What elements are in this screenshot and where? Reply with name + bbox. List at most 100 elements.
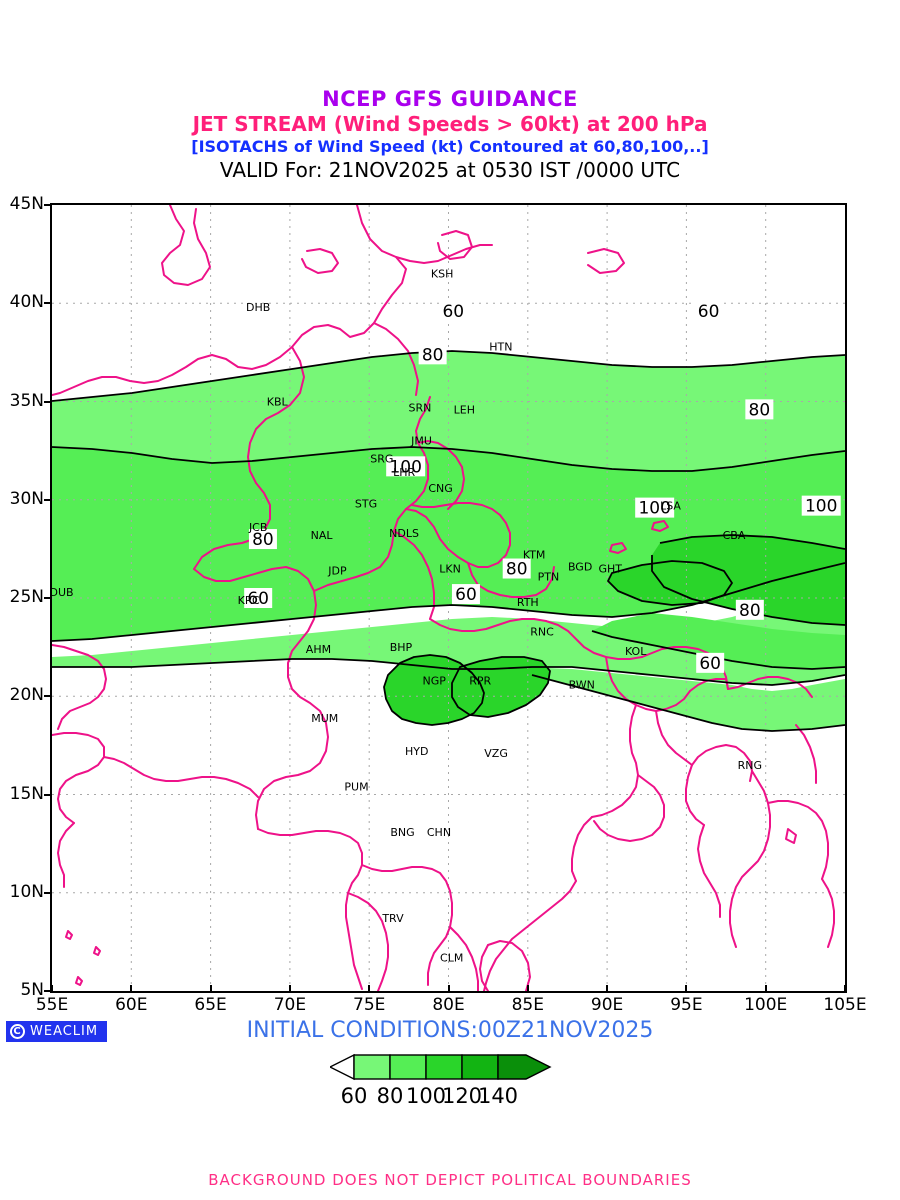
x-axis-tick bbox=[844, 985, 846, 993]
contour-label: 100 bbox=[386, 456, 426, 477]
weaclim-label: WEACLIM bbox=[30, 1024, 99, 1039]
city-label: PUM bbox=[344, 781, 368, 794]
x-axis-tick bbox=[447, 985, 450, 993]
weaclim-badge: C WEACLIM bbox=[6, 1021, 107, 1042]
map-plot-area: 60 60 80 80 100 100 100 80 80 60 60 80 60 KSH DHB HTN K… bbox=[50, 203, 847, 993]
city-label: LKN bbox=[439, 562, 461, 575]
city-label: AHM bbox=[306, 643, 331, 656]
y-axis-tick-label: 15N bbox=[9, 783, 44, 804]
city-label: DUB bbox=[52, 586, 74, 599]
svg-text:100: 100 bbox=[389, 457, 421, 477]
city-label: RPR bbox=[469, 674, 491, 687]
city-label: LSA bbox=[660, 500, 681, 513]
city-label: LHR bbox=[393, 466, 415, 479]
colorbar-over-arrow bbox=[497, 1054, 552, 1080]
y-axis-tick bbox=[44, 990, 52, 992]
city-label: GHT bbox=[599, 562, 623, 575]
city-label: SRN bbox=[409, 401, 432, 414]
city-label: JCB bbox=[248, 521, 267, 534]
y-axis-tick-label: 45N bbox=[9, 194, 44, 214]
city-label: TRV bbox=[381, 912, 404, 925]
x-axis-tick bbox=[51, 985, 53, 993]
city-label: SRG bbox=[370, 452, 393, 465]
city-label: DHB bbox=[246, 301, 270, 314]
colorbar bbox=[328, 1052, 570, 1082]
x-axis-tick bbox=[764, 985, 767, 993]
y-axis-tick bbox=[44, 891, 52, 894]
lat-lon-grid bbox=[52, 205, 845, 991]
svg-text:60: 60 bbox=[698, 302, 720, 322]
x-axis-tick-label: 90E bbox=[590, 995, 624, 1015]
city-label: BNG bbox=[390, 826, 414, 839]
contour-label: 80 bbox=[248, 529, 277, 550]
y-axis-tick-label: 35N bbox=[9, 390, 44, 411]
x-axis-tick-label: 85E bbox=[511, 995, 544, 1015]
city-label: CBA bbox=[723, 529, 746, 542]
contour-label: 100 bbox=[801, 495, 841, 517]
y-axis-tick-label: 40N bbox=[9, 292, 44, 313]
x-axis-tick-label: 95E bbox=[670, 995, 703, 1015]
city-label: JMU bbox=[410, 435, 432, 448]
x-axis-tick-label: 105E bbox=[823, 995, 867, 1015]
city-label: RNC bbox=[530, 625, 554, 638]
contour-label: 80 bbox=[418, 344, 447, 365]
city-label: RTH bbox=[517, 596, 539, 609]
isotach-contour-lines bbox=[52, 350, 845, 732]
x-axis-tick bbox=[685, 985, 688, 993]
x-axis-tick-label: 55E bbox=[35, 995, 69, 1015]
city-label: KRC bbox=[238, 594, 260, 607]
geography-outlines bbox=[52, 205, 835, 991]
x-axis-tick-label: 70E bbox=[273, 995, 307, 1015]
x-axis-tick-label: 65E bbox=[194, 995, 227, 1015]
svg-text:80: 80 bbox=[422, 345, 444, 365]
contour-label: 60 bbox=[694, 301, 723, 322]
colorbar-cell bbox=[389, 1054, 427, 1080]
x-axis-tick-label: 80E bbox=[432, 995, 465, 1015]
city-label: PTN bbox=[538, 570, 560, 583]
copyright-icon: C bbox=[10, 1024, 25, 1039]
y-axis-tick bbox=[44, 793, 52, 796]
y-axis-tick-label: 20N bbox=[9, 685, 44, 706]
city-label: STG bbox=[355, 498, 377, 511]
disclaimer-note: BACKGROUND DOES NOT DEPICT POLITICAL BOU… bbox=[208, 1171, 692, 1189]
x-axis-tick-label: 100E bbox=[744, 995, 788, 1015]
colorbar-tick-label: 140 bbox=[477, 1084, 519, 1108]
svg-text:80: 80 bbox=[749, 400, 771, 420]
city-label: CHN bbox=[427, 826, 451, 839]
city-label: MUM bbox=[311, 712, 338, 725]
city-label: HTN bbox=[489, 340, 512, 353]
contour-label: 100 bbox=[635, 497, 675, 519]
x-axis-tick-label: 60E bbox=[115, 995, 148, 1015]
y-axis-tick-label: 30N bbox=[9, 488, 44, 509]
colorbar-tick-label: 100 bbox=[405, 1084, 447, 1108]
city-label: RNG bbox=[738, 759, 762, 772]
contour-label: 80 bbox=[502, 558, 531, 580]
x-axis-tick bbox=[368, 985, 371, 993]
contour-label: 80 bbox=[745, 399, 774, 420]
title-block: NCEP GFS GUIDANCE JET STREAM (Wind Speed… bbox=[0, 87, 900, 181]
colorbar-wrap: 60 80 100 120 140 bbox=[0, 1052, 900, 1110]
x-axis-tick bbox=[606, 985, 609, 993]
y-axis-tick bbox=[44, 695, 52, 698]
city-label: KSH bbox=[431, 268, 453, 281]
x-axis-tick bbox=[288, 985, 291, 993]
colorbar-cell bbox=[353, 1054, 391, 1080]
y-axis-tick bbox=[44, 400, 52, 403]
y-axis-tick bbox=[44, 498, 52, 501]
contour-label: 60 bbox=[439, 301, 468, 322]
y-axis-tick-label: 10N bbox=[9, 881, 44, 902]
colorbar-tick-label: 80 bbox=[376, 1084, 404, 1108]
svg-text:80: 80 bbox=[252, 530, 274, 550]
svg-text:60: 60 bbox=[442, 302, 464, 322]
svg-text:60: 60 bbox=[247, 589, 269, 609]
svg-text:100: 100 bbox=[805, 497, 837, 517]
contour-label: 80 bbox=[735, 599, 764, 621]
y-axis-tick-label: 5N bbox=[20, 980, 44, 1000]
isotach-description: [ISOTACHS of Wind Speed (kt) Contoured a… bbox=[191, 136, 709, 156]
city-label: NGP bbox=[423, 674, 447, 687]
colorbar-tick-labels: 60 80 100 120 140 bbox=[320, 1084, 580, 1110]
initial-conditions-label: INITIAL CONDITIONS:00Z21NOV2025 bbox=[246, 1018, 654, 1043]
city-label: BHP bbox=[390, 641, 413, 654]
city-label: KOL bbox=[625, 645, 647, 658]
